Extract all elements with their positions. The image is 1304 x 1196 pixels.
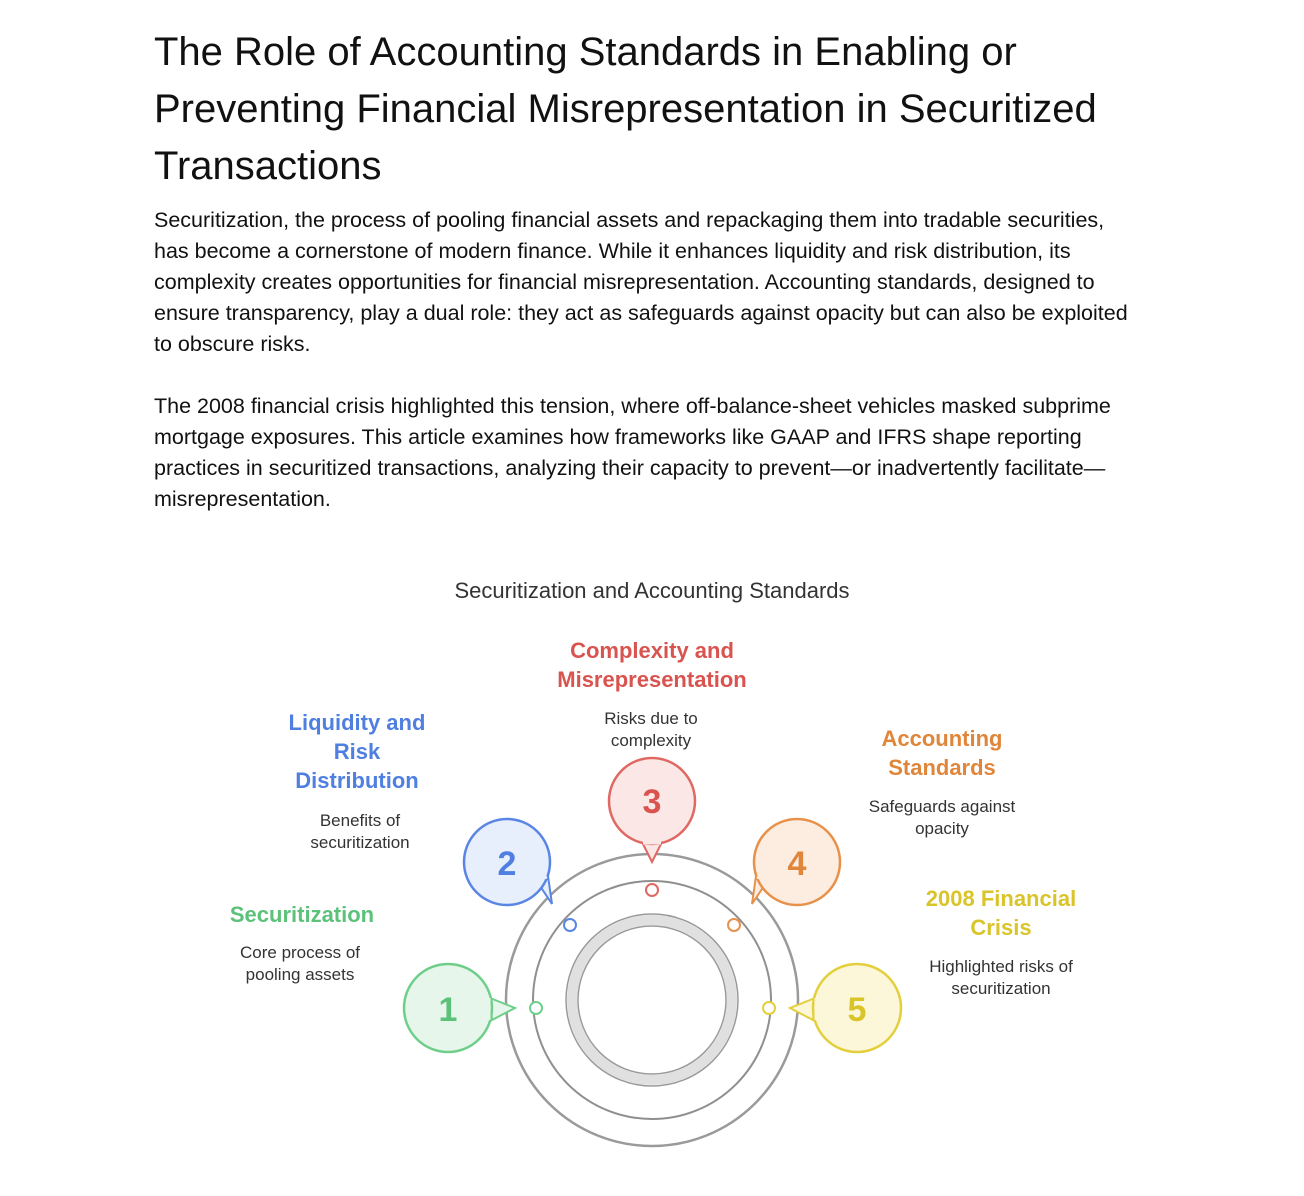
article-title: The Role of Accounting Standards in Enab… [154,30,1097,188]
inner-ring-outline-2 [577,925,727,1075]
step-4-label: Accounting Standards [881,726,1003,780]
step-5-label: 2008 Financial Crisis [925,886,1077,940]
step-3-label: Complexity and Misrepresentation [557,638,747,692]
step-1-number: 1 [439,991,458,1029]
diagram-title: Securitization and Accounting Standards [454,578,850,603]
diagram-graphic: 1 2 3 4 [402,756,903,1148]
step-2-label: Liquidity and Risk Distribution [288,710,426,793]
step-5-marker: 5 [762,962,903,1054]
middle-ring [532,880,772,1120]
step-1-marker: 1 [402,962,543,1054]
intro-paragraph-1: Securitization, the process of pooling f… [154,208,1128,356]
step-2-marker: 2 [462,817,577,932]
intro-paragraph-2: The 2008 financial crisis highlighted th… [154,394,1111,511]
step-1-description: Core process of pooling assets [240,943,360,984]
securitization-diagram: 1 2 3 4 [0,560,1304,1196]
step-2-number: 2 [498,845,517,883]
step-4-description: Safeguards against opacity [868,797,1016,838]
inner-ring [567,915,737,1085]
step-2-description: Benefits of securitization [310,811,410,852]
step-4-marker: 4 [727,817,842,932]
step-3-marker: 3 [607,756,697,897]
step-4-number: 4 [788,845,807,883]
step-5-number: 5 [848,991,867,1029]
step-1-label: Securitization [229,902,375,927]
step-3-description: Risks due to complexity [604,709,698,750]
step-3-number: 3 [643,783,662,821]
step-5-description: Highlighted risks of securitization [929,957,1073,998]
inner-ring-outline [565,913,739,1087]
article: The Role of Accounting Standards in Enab… [154,24,1144,515]
